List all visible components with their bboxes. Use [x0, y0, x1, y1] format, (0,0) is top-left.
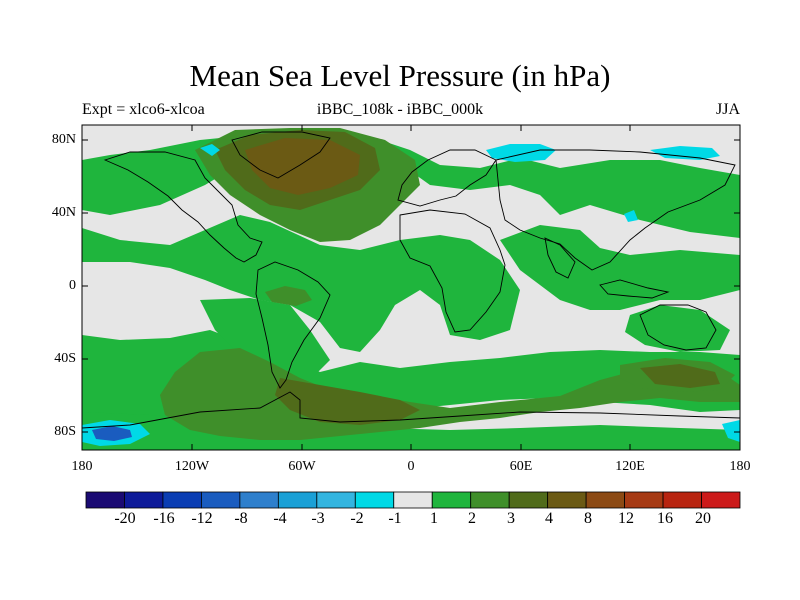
colorbar-box [316, 491, 356, 509]
cyan-patch-east-siberia [650, 146, 720, 160]
coastline-australia [639, 304, 717, 351]
coastline-africa [399, 209, 506, 333]
colorbar-label: 12 [618, 510, 634, 527]
coastline-india [544, 237, 576, 279]
lon-label: 0 [407, 459, 415, 474]
colorbar-box [239, 491, 279, 509]
colorbar-box [470, 491, 510, 509]
colorbar-label: -1 [388, 510, 402, 527]
dark-olive-core-south-atlantic [275, 378, 420, 425]
colorbar [85, 491, 741, 509]
experiment-label: Expt = xlco6-xlcoa [82, 101, 205, 118]
lat-label: 40N [51, 205, 76, 220]
lon-label: 120E [615, 459, 645, 474]
green-region-australia [625, 305, 730, 352]
coastline-indonesia [599, 279, 670, 299]
lon-label: 120W [174, 459, 210, 474]
colorbar-label: 1 [430, 510, 438, 527]
pressure-anomaly-field [82, 128, 740, 450]
colorbar-label: 20 [695, 510, 711, 527]
colorbar-label: -20 [114, 510, 136, 527]
dark-olive-core-south-indian [640, 364, 720, 388]
colorbar-box [662, 491, 702, 509]
coastline-asia [495, 149, 736, 271]
blue-core-antarctic-pacific [92, 426, 132, 441]
coastlines [81, 131, 741, 429]
colorbar-label: 3 [507, 510, 515, 527]
cyan-patch-siberia [486, 144, 556, 162]
colorbar-box [162, 491, 202, 509]
lon-label: 60W [288, 459, 316, 474]
cyan-patch-east-asia [624, 210, 638, 222]
colorbar-box [393, 491, 433, 509]
lon-label: 180 [71, 459, 93, 474]
colorbar-label: 4 [545, 510, 553, 527]
colorbar-box [585, 491, 625, 509]
green-region-indian-ocean [500, 225, 740, 310]
coastline-greenland [231, 131, 331, 179]
colorbar-label: -4 [273, 510, 287, 527]
colorbar-box [124, 491, 164, 509]
lat-label: 80N [51, 132, 76, 147]
colorbar-box [354, 491, 395, 509]
comparison-label: iBBC_108k - iBBC_000k [316, 101, 484, 118]
lon-ticks [81, 125, 741, 450]
lat-ticks [82, 139, 740, 433]
green-region-south-america [200, 298, 330, 385]
colorbar-label: -3 [311, 510, 325, 527]
colorbar-box [547, 491, 587, 509]
colorbar-label: -12 [191, 510, 213, 527]
colorbar-box [624, 491, 664, 509]
green-region-america-atlantic [82, 215, 520, 352]
colorbar-box [201, 491, 241, 509]
coastline-antarctica [81, 391, 741, 429]
lon-label: 180 [729, 459, 751, 474]
colorbar-label: -16 [153, 510, 175, 527]
lat-label: 0 [69, 278, 76, 293]
colorbar-box [85, 491, 125, 509]
season-label: JJA [715, 101, 740, 118]
colorbar-box [701, 491, 741, 509]
colorbar-label: 8 [584, 510, 592, 527]
coastline-north-america [103, 151, 263, 263]
colorbar-box [431, 491, 472, 509]
colorbar-label: -2 [350, 510, 364, 527]
olive-spot-atlantic [265, 286, 312, 306]
lat-label: 40S [54, 351, 76, 366]
colorbar-box [277, 491, 318, 509]
cyan-patch-greenland [200, 144, 220, 156]
colorbar-label: 2 [468, 510, 476, 527]
lon-label: 60E [509, 459, 533, 474]
colorbar-label: 16 [657, 510, 673, 527]
olive-band-southern [160, 348, 740, 440]
colorbar-label: -8 [234, 510, 248, 527]
brown-core-north-atlantic [245, 138, 360, 195]
coastline-south-america [255, 261, 331, 389]
plot-title: Mean Sea Level Pressure (in hPa) [189, 58, 611, 93]
cyan-patch-antarctic-east [722, 420, 740, 442]
lat-label: 80S [54, 424, 76, 439]
colorbar-box [508, 491, 549, 509]
